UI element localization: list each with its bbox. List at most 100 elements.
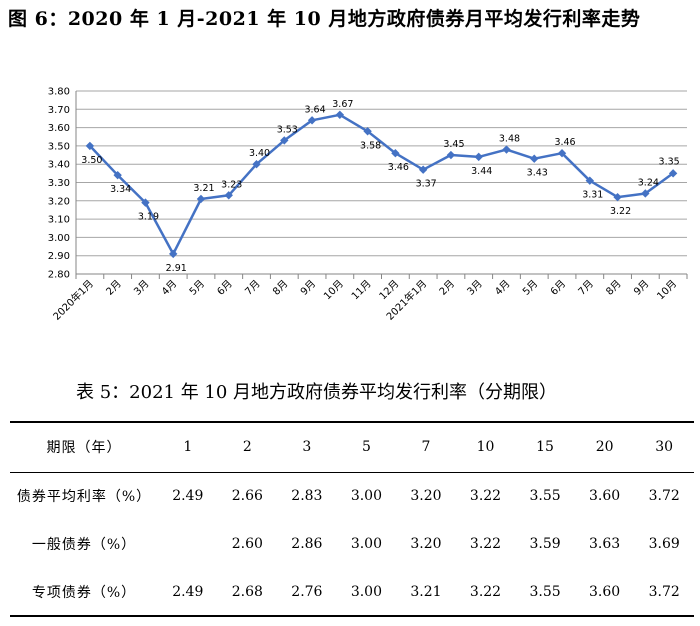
table-cell: 3.69 bbox=[648, 536, 680, 552]
data-point bbox=[585, 176, 594, 185]
series-line bbox=[88, 113, 674, 256]
x-tick-label: 7月 bbox=[243, 278, 263, 298]
y-tick-label: 3.00 bbox=[48, 233, 70, 244]
y-tick-label: 2.90 bbox=[48, 251, 70, 262]
data-labels: 3.50 3.34 3.19 2.91 3.21 3.23 3.40 3.53 3.64 3.67… bbox=[81, 99, 679, 274]
data-point bbox=[530, 154, 539, 163]
header-term: 5 bbox=[361, 439, 371, 456]
data-point bbox=[307, 116, 317, 125]
header-term: 20 bbox=[595, 439, 614, 456]
data-label: 3.46 bbox=[388, 162, 409, 173]
table-cell: 3.00 bbox=[350, 488, 382, 505]
table-cell: 3.60 bbox=[589, 583, 621, 600]
table-cell: 3.22 bbox=[469, 536, 502, 552]
table-cell: 3.60 bbox=[589, 488, 621, 505]
x-tick-label: 4月 bbox=[159, 278, 179, 298]
y-tick-label: 3.10 bbox=[48, 215, 70, 226]
data-point bbox=[335, 110, 345, 119]
data-point bbox=[391, 149, 400, 158]
y-tick-labels: 2.80 2.90 3.00 3.10 3.20 3.30 3.40 3.50 3.60 3.70… bbox=[48, 87, 70, 281]
data-point bbox=[280, 136, 289, 145]
table-cell: 3.00 bbox=[350, 583, 382, 600]
data-label: 3.24 bbox=[638, 177, 659, 188]
row-label: 债券平均利率（%） bbox=[16, 489, 152, 506]
y-tick-label: 3.60 bbox=[48, 123, 70, 134]
header-term: 1 bbox=[183, 439, 193, 456]
table-cell: 3.00 bbox=[350, 536, 382, 552]
header-term: 10 bbox=[476, 439, 495, 456]
data-label: 3.43 bbox=[527, 168, 548, 179]
x-tick-label: 9月 bbox=[631, 278, 651, 298]
data-point bbox=[502, 145, 511, 154]
y-tick-label: 3.40 bbox=[48, 160, 70, 171]
table-cell: 3.20 bbox=[410, 536, 442, 552]
x-tick-label: 4月 bbox=[493, 278, 513, 298]
table-cell bbox=[158, 520, 218, 568]
series-polyline bbox=[88, 113, 674, 256]
x-tick-label: 8月 bbox=[270, 278, 290, 298]
table-header-row: 期限（年） 1 2 3 5 7 10 15 20 30 bbox=[10, 422, 694, 472]
data-label: 3.48 bbox=[499, 134, 520, 145]
x-tick-label: 11月 bbox=[349, 278, 374, 303]
table-cell: 2.68 bbox=[231, 583, 263, 600]
table-cell: 2.60 bbox=[231, 536, 263, 552]
x-tick-label: 2月 bbox=[104, 278, 124, 298]
data-point bbox=[418, 165, 428, 174]
table-cell: 2.83 bbox=[291, 488, 323, 505]
x-tick-label: 3月 bbox=[131, 278, 151, 298]
y-tick-label: 3.50 bbox=[48, 141, 70, 152]
data-point bbox=[363, 127, 372, 136]
data-label: 3.21 bbox=[193, 183, 214, 194]
table-cell: 3.22 bbox=[469, 488, 502, 505]
x-tick-label: 3月 bbox=[465, 278, 485, 298]
table-cell: 3.55 bbox=[529, 488, 561, 505]
y-tick-label: 3.70 bbox=[48, 105, 70, 116]
data-label: 3.46 bbox=[554, 137, 575, 148]
data-label: 3.19 bbox=[138, 212, 159, 223]
data-point bbox=[169, 249, 178, 259]
x-tick-label: 5月 bbox=[520, 278, 540, 298]
data-markers bbox=[85, 110, 678, 259]
data-label: 3.35 bbox=[659, 156, 680, 167]
table-cell: 2.86 bbox=[291, 536, 323, 552]
row-label: 专项债券（%） bbox=[31, 584, 137, 601]
rates-table: 期限（年） 1 2 3 5 7 10 15 20 30 债券平均利率（%） 2.49 2.66 2.8… bbox=[10, 421, 694, 617]
table-cell: 3.72 bbox=[648, 583, 680, 600]
data-label: 3.23 bbox=[221, 179, 242, 190]
data-point bbox=[474, 152, 483, 162]
data-label: 3.53 bbox=[277, 124, 298, 135]
header-term: 3 bbox=[302, 439, 312, 456]
x-tick-label: 6月 bbox=[548, 278, 568, 298]
line-chart: 2.80 2.90 3.00 3.10 3.20 3.30 3.40 3.50 3.60 3.70… bbox=[48, 87, 688, 323]
row-label: 一般债券（%） bbox=[31, 537, 137, 553]
header-label: 期限（年） bbox=[46, 440, 122, 457]
data-label: 3.22 bbox=[610, 206, 631, 217]
grid-lines bbox=[76, 90, 687, 275]
table-cell: 3.55 bbox=[529, 583, 561, 600]
table-cell: 2.76 bbox=[291, 583, 323, 600]
x-tick-label: 7月 bbox=[576, 278, 596, 298]
data-label: 3.45 bbox=[443, 139, 464, 150]
header-term: 15 bbox=[536, 439, 554, 456]
table-title: 表 5：2021 年 10 月地方政府债券平均发行利率（分期限） bbox=[76, 382, 558, 403]
data-point bbox=[252, 160, 261, 169]
data-point bbox=[141, 198, 150, 207]
x-tick-label: 2020年1月 bbox=[50, 277, 96, 323]
x-tick-label: 10月 bbox=[655, 278, 680, 303]
data-point bbox=[196, 194, 206, 204]
data-label: 3.67 bbox=[332, 99, 353, 110]
table-cell: 3.59 bbox=[529, 536, 561, 552]
data-label: 2.91 bbox=[166, 263, 187, 274]
header-term: 30 bbox=[655, 439, 674, 456]
header-term: 7 bbox=[421, 439, 431, 456]
data-point bbox=[557, 149, 567, 158]
table-cell: 2.49 bbox=[172, 488, 204, 505]
data-point bbox=[113, 170, 122, 180]
x-tick-label: 8月 bbox=[604, 278, 624, 298]
data-point bbox=[668, 169, 678, 178]
y-tick-label: 2.80 bbox=[48, 270, 70, 281]
table-cell: 2.66 bbox=[231, 488, 263, 505]
table-row: 专项债券（%） 2.49 2.68 2.76 3.00 3.21 3.22 3.55 3.60 3… bbox=[10, 568, 694, 616]
x-tick-label: 10月 bbox=[321, 278, 346, 303]
data-point bbox=[446, 150, 456, 160]
